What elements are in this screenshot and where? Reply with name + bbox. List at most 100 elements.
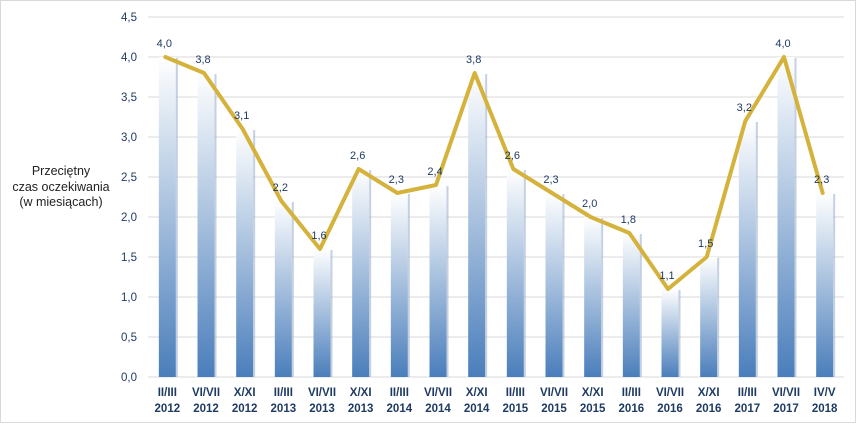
x-tick-label-year: 2015 <box>580 403 606 415</box>
bar-shadow <box>717 258 720 377</box>
y-tick-label: 1,5 <box>121 252 137 264</box>
bar-shadow <box>214 74 217 377</box>
bar-shadow <box>369 170 372 377</box>
x-tick-label-year: 2018 <box>812 403 838 415</box>
bar-shadow <box>291 202 294 377</box>
x-tick-label-year: 2012 <box>232 403 258 415</box>
bar-shadow <box>446 186 449 377</box>
bar-shadow <box>253 130 256 377</box>
bar-shadow <box>833 194 836 377</box>
bar <box>661 289 679 377</box>
y-tick-label: 0,0 <box>121 372 137 384</box>
value-label: 3,8 <box>195 54 210 66</box>
bar <box>352 169 370 377</box>
bar-shadow <box>601 218 604 377</box>
value-label: 2,3 <box>543 174 558 186</box>
value-label: 2,4 <box>427 166 442 178</box>
trend-line-path <box>163 55 825 291</box>
bar-shadow <box>678 290 681 377</box>
y-tick-label: 4,0 <box>121 52 137 64</box>
x-tick-label-period: X/XI <box>466 387 488 399</box>
x-tick-label-period: VI/VII <box>656 387 684 399</box>
value-label: 4,0 <box>775 38 790 50</box>
bar <box>738 121 756 377</box>
x-tick-label-year: 2013 <box>309 403 335 415</box>
y-tick-label: 3,0 <box>121 132 137 144</box>
x-tick-label-period: II/III <box>622 387 641 399</box>
x-tick-label-period: VI/VII <box>192 387 220 399</box>
value-label: 1,1 <box>659 270 674 282</box>
bar <box>622 233 640 377</box>
value-label: 2,2 <box>273 182 288 194</box>
value-label: 1,5 <box>698 238 713 250</box>
bar-shadow <box>407 194 410 377</box>
x-tick-label-period: VI/VII <box>424 387 452 399</box>
x-tick-label-year: 2014 <box>464 403 490 415</box>
value-label: 2,3 <box>814 174 829 186</box>
value-label: 3,8 <box>466 54 481 66</box>
value-label: 2,3 <box>389 174 404 186</box>
x-tick-label-year: 2016 <box>657 403 683 415</box>
value-label: 2,6 <box>505 150 520 162</box>
x-tick-label-year: 2016 <box>696 403 722 415</box>
gridlines <box>148 16 844 378</box>
x-tick-label-year: 2015 <box>541 403 567 415</box>
y-axis-ticks: 0,0 0,5 1,0 1,5 2,0 2,5 3,0 3,5 4,0 4,5 <box>121 12 137 384</box>
y-axis-title-line-1: Przeciętny <box>31 164 91 178</box>
y-tick-label: 2,0 <box>121 212 137 224</box>
value-label: 2,6 <box>350 150 365 162</box>
x-tick-label-period: VI/VII <box>540 387 568 399</box>
value-label: 3,2 <box>737 102 752 114</box>
y-tick-label: 1,0 <box>121 292 137 304</box>
y-tick-label: 0,5 <box>121 332 137 344</box>
y-tick-label: 4,5 <box>121 12 137 24</box>
bar <box>274 201 292 377</box>
bars <box>158 57 836 377</box>
bar <box>816 193 834 377</box>
bar <box>777 57 795 377</box>
bar <box>700 257 718 377</box>
bar-shadow <box>562 194 565 377</box>
bar <box>390 193 408 377</box>
x-tick-label-year: 2012 <box>193 403 219 415</box>
x-tick-label-period: X/XI <box>350 387 372 399</box>
x-tick-label-period: X/XI <box>582 387 604 399</box>
y-tick-label: 3,5 <box>121 92 137 104</box>
x-tick-label-period: IV/V <box>814 387 836 399</box>
bar <box>545 193 563 377</box>
bar-shadow <box>794 58 797 377</box>
x-tick-label-year: 2013 <box>348 403 374 415</box>
bar-shadow <box>523 170 526 377</box>
x-tick-label-year: 2016 <box>619 403 645 415</box>
y-tick-label: 2,5 <box>121 172 137 184</box>
y-axis-title-line-2: czas oczekiwania <box>12 179 110 194</box>
value-label: 1,6 <box>311 230 326 242</box>
bar <box>429 185 447 377</box>
x-tick-label-period: II/III <box>390 387 409 399</box>
trend-line <box>163 55 825 291</box>
x-tick-label-period: VI/VII <box>308 387 336 399</box>
x-tick-label-year: 2014 <box>387 403 413 415</box>
bar-shadow <box>639 234 642 377</box>
bar <box>158 57 176 377</box>
x-tick-label-period: II/III <box>738 387 757 399</box>
value-label: 3,1 <box>234 110 249 122</box>
x-tick-label-year: 2015 <box>503 403 529 415</box>
x-tick-label-period: VI/VII <box>772 387 800 399</box>
bar-shadow <box>330 250 333 377</box>
bar <box>468 73 486 377</box>
x-tick-label-period: X/XI <box>698 387 720 399</box>
x-tick-label-year: 2017 <box>773 403 799 415</box>
x-tick-label-period: II/III <box>274 387 293 399</box>
x-tick-label-year: 2012 <box>155 403 181 415</box>
value-labels: 4,0 3,8 3,1 2,2 1,6 2,6 2,3 2,4 3,8 2,6 2,3 2,0 1,8 1… <box>157 38 830 282</box>
x-tick-label-period: II/III <box>158 387 177 399</box>
x-tick-label-period: X/XI <box>234 387 256 399</box>
x-tick-label-year: 2013 <box>271 403 297 415</box>
bar <box>236 129 254 377</box>
value-label: 1,8 <box>621 214 636 226</box>
y-axis-title-line-3: (w miesiącach) <box>19 195 103 209</box>
bar <box>584 217 602 377</box>
